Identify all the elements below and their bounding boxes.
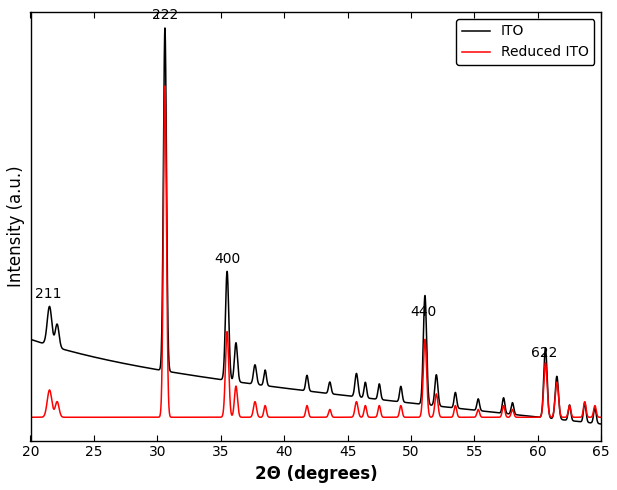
Reduced ITO — [56, 406, 63, 412]
ITO — [161, 25, 168, 31]
Reduced ITO — [27, 415, 34, 420]
ITO — [27, 336, 34, 342]
Text: 222: 222 — [152, 8, 178, 22]
ITO — [389, 398, 397, 404]
Reduced ITO — [450, 409, 457, 415]
Line: Reduced ITO: Reduced ITO — [30, 86, 601, 417]
ITO — [56, 332, 63, 338]
Reduced ITO — [481, 415, 488, 420]
Reduced ITO — [161, 83, 168, 89]
Reduced ITO — [70, 415, 77, 420]
Text: 211: 211 — [35, 287, 62, 300]
Reduced ITO — [597, 415, 605, 420]
Reduced ITO — [389, 415, 397, 420]
ITO — [450, 398, 457, 404]
Line: ITO: ITO — [30, 28, 601, 424]
Text: 622: 622 — [531, 346, 557, 360]
X-axis label: 2Θ (degrees): 2Θ (degrees) — [255, 465, 377, 483]
Text: 440: 440 — [410, 305, 437, 318]
ITO — [365, 394, 372, 400]
Reduced ITO — [234, 393, 241, 399]
ITO — [597, 421, 605, 427]
Text: 400: 400 — [214, 251, 240, 266]
Legend: ITO, Reduced ITO: ITO, Reduced ITO — [457, 19, 594, 65]
ITO — [481, 408, 488, 414]
Reduced ITO — [365, 414, 372, 419]
ITO — [233, 351, 241, 357]
Y-axis label: Intensity (a.u.): Intensity (a.u.) — [7, 166, 25, 287]
